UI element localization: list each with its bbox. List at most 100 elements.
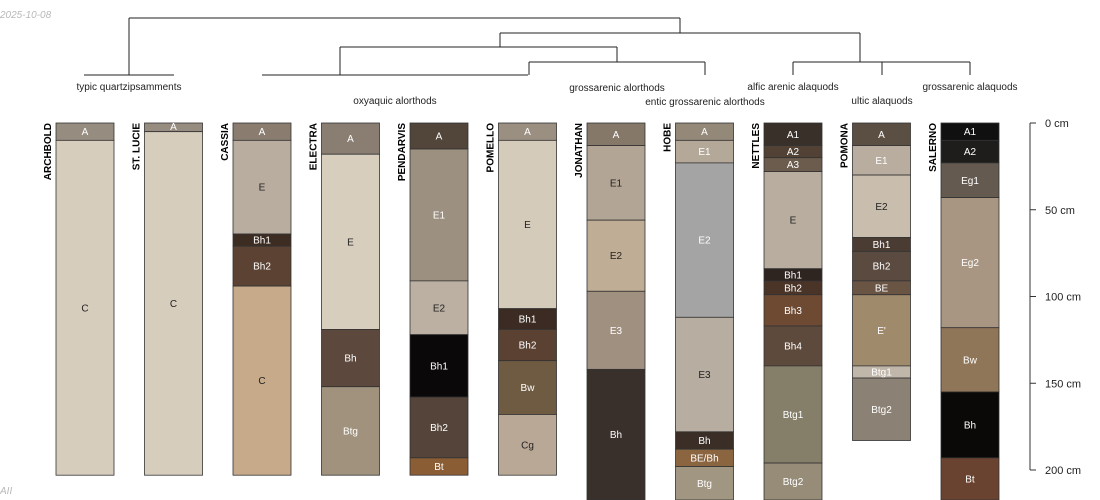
horizon-label: A — [436, 132, 443, 143]
horizon-label: Bh — [344, 354, 356, 365]
profile-name: PENDARVIS — [397, 123, 408, 181]
horizon: Btg — [675, 466, 734, 500]
soil-profile: A E1 E2 E3 Bh JONATHAN — [574, 122, 646, 500]
horizon: E — [498, 139, 557, 310]
horizon-label: E2 — [698, 236, 711, 247]
horizon-label: A — [82, 127, 89, 138]
horizon-label: Bh3 — [784, 306, 802, 317]
horizon-label: A — [878, 130, 885, 141]
horizon-label: C — [170, 299, 177, 310]
dendrogram — [84, 17, 971, 76]
taxonomy-labels: typic quartzipsamments oxyaquic alorthod… — [76, 82, 1017, 108]
horizon: E1 — [675, 139, 734, 164]
horizon-label: E2 — [875, 202, 888, 213]
soil-profile: A E1 E2 E3 Bh BE/Bh Btg HOBE — [663, 122, 734, 500]
soil-profile: A C ARCHBOLD — [43, 122, 115, 476]
taxon-label: grossarenic alaquods — [922, 82, 1017, 93]
horizon-label: Bh — [610, 430, 622, 441]
horizon-label: A — [170, 122, 177, 133]
horizon-label: A1 — [964, 127, 977, 138]
horizon-label: Bh2 — [784, 283, 802, 294]
soil-profile: A E Bh Btg ELECTRA — [309, 122, 380, 476]
horizon: E1 — [852, 145, 911, 176]
horizon: Btg2 — [852, 377, 911, 441]
horizon-label: Eg2 — [961, 258, 979, 269]
taxon-label: alfic arenic alaquods — [747, 82, 838, 93]
horizon: E — [232, 139, 292, 235]
horizon: Eg1 — [940, 162, 1000, 199]
horizon: Bw — [498, 360, 557, 415]
horizon: Btg — [321, 386, 380, 476]
soil-profile: A E Bh1 Bh2 Bw Cg POMELLO — [486, 122, 557, 476]
profile-name: ST. LUCIE — [132, 123, 143, 171]
horizon-label: E — [524, 220, 531, 231]
horizon: C — [232, 285, 292, 476]
horizon: E3 — [586, 290, 646, 370]
horizon: Bh — [940, 391, 1000, 459]
horizon-label: E — [259, 183, 266, 194]
horizon-label: A2 — [787, 147, 800, 158]
horizon: Bh — [675, 431, 734, 450]
horizon: Bh3 — [763, 294, 823, 327]
horizon: E3 — [675, 316, 734, 433]
horizon: C — [144, 131, 203, 476]
profile-name: POMONA — [840, 123, 851, 168]
horizon: BE/Bh — [675, 448, 734, 467]
horizon: A2 — [940, 139, 1000, 164]
horizon-label: A — [347, 134, 354, 145]
horizon: Bh — [321, 329, 380, 388]
horizon-label: E3 — [698, 370, 711, 381]
horizon: A1 — [940, 122, 1000, 141]
horizon-label: C — [81, 303, 88, 314]
horizon: C — [55, 139, 115, 476]
horizon: E — [321, 153, 380, 330]
horizon: BE — [852, 280, 911, 296]
horizon-label: BE/Bh — [690, 453, 718, 464]
horizon-label: A — [259, 127, 266, 138]
profile-name: ARCHBOLD — [43, 123, 54, 180]
horizon: Btg1 — [763, 365, 823, 464]
depth-tick-label: 50 cm — [1045, 205, 1075, 217]
horizon-label: A1 — [787, 130, 800, 141]
horizon-label: Bw — [521, 383, 536, 394]
horizon: E2 — [675, 162, 734, 318]
corner-note: AII — [0, 486, 12, 497]
taxon-label: ultic alaquods — [851, 96, 912, 107]
horizon-label: E — [347, 237, 354, 248]
horizon-label: Btg — [343, 426, 358, 437]
horizon: Bh — [586, 368, 646, 500]
horizon: A — [321, 122, 380, 155]
horizon-label: E — [790, 216, 797, 227]
horizon: Bh1 — [498, 308, 557, 330]
horizon: A1 — [763, 122, 823, 146]
horizon: Bw — [940, 327, 1000, 393]
horizon-label: Bh4 — [784, 341, 802, 352]
soil-profile: A1 A2 Eg1 Eg2 Bw Bh Bt SALERNO — [928, 122, 1000, 500]
soil-profile: A1 A2 A3 E Bh1 Bh2 Bh3 Bh4 Btg1 Btg2 NETTLES — [751, 122, 823, 500]
soil-profile: A E Bh1 Bh2 C CASSIA — [220, 122, 292, 476]
horizon: A — [409, 122, 469, 150]
horizon: A — [852, 122, 911, 146]
horizon-label: Bh2 — [873, 262, 891, 273]
horizon: Bh4 — [763, 325, 823, 367]
horizon-label: Bh2 — [430, 423, 448, 434]
taxon-label: entic grossarenic alorthods — [645, 97, 765, 108]
profile-name: HOBE — [663, 123, 674, 152]
horizon-label: A3 — [787, 160, 800, 171]
horizon: Bt — [409, 457, 469, 476]
horizon-label: Bt — [965, 474, 975, 485]
profile-name: SALERNO — [928, 123, 939, 172]
depth-tick-label: 150 cm — [1045, 378, 1081, 390]
horizon-label: C — [258, 376, 265, 387]
horizon: Bh2 — [409, 396, 469, 459]
horizon: Bh1 — [409, 334, 469, 398]
profile-name: JONATHAN — [574, 123, 585, 178]
horizon-label: A — [613, 130, 620, 141]
taxon-label: typic quartzipsamments — [76, 82, 181, 93]
horizon-label: Cg — [521, 440, 534, 451]
horizon: A — [586, 122, 646, 146]
horizon-label: Bh2 — [519, 341, 537, 352]
depth-tick-label: 200 cm — [1045, 465, 1081, 477]
horizon: Bh2 — [498, 329, 557, 362]
